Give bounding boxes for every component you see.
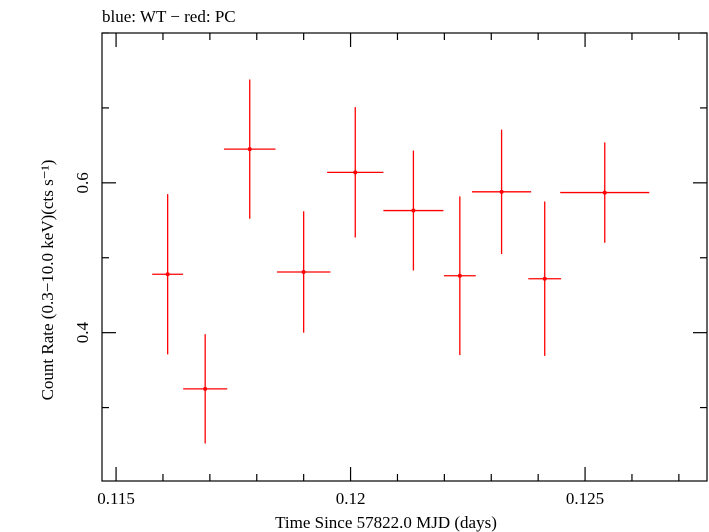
x-axis-label: Time Since 57822.0 MJD (days) [275, 513, 497, 532]
data-points [152, 79, 650, 444]
chart-title: blue: WT − red: PC [102, 7, 236, 26]
x-axis-ticks: 0.115 0.12 0.125 [97, 33, 680, 508]
x-tick-label: 0.12 [336, 489, 366, 508]
data-point [183, 334, 228, 444]
y-axis-ticks: 0.4 0.6 [73, 32, 707, 409]
data-point [223, 79, 276, 219]
data-marker [247, 147, 252, 152]
data-marker [411, 208, 416, 213]
data-point [152, 194, 184, 355]
y-axis-label: Count Rate (0.3−10.0 keV)(cts s⁻¹) [38, 160, 57, 401]
data-point [472, 129, 532, 255]
data-marker [602, 190, 607, 195]
x-tick-label: 0.125 [566, 489, 604, 508]
plot-frame [101, 32, 708, 482]
y-tick-label: 0.4 [73, 322, 92, 344]
data-marker [542, 276, 547, 281]
data-marker [203, 386, 208, 391]
data-marker [353, 170, 358, 175]
data-point [327, 107, 384, 238]
data-point [383, 150, 444, 271]
data-marker [301, 269, 306, 274]
data-marker [499, 189, 504, 194]
data-marker [165, 272, 170, 277]
y-tick-label: 0.6 [73, 172, 92, 193]
data-marker [457, 273, 462, 278]
data-point [528, 201, 562, 356]
data-point [443, 196, 476, 356]
data-point [276, 211, 331, 333]
data-point [560, 142, 650, 243]
x-tick-label: 0.115 [97, 489, 135, 508]
